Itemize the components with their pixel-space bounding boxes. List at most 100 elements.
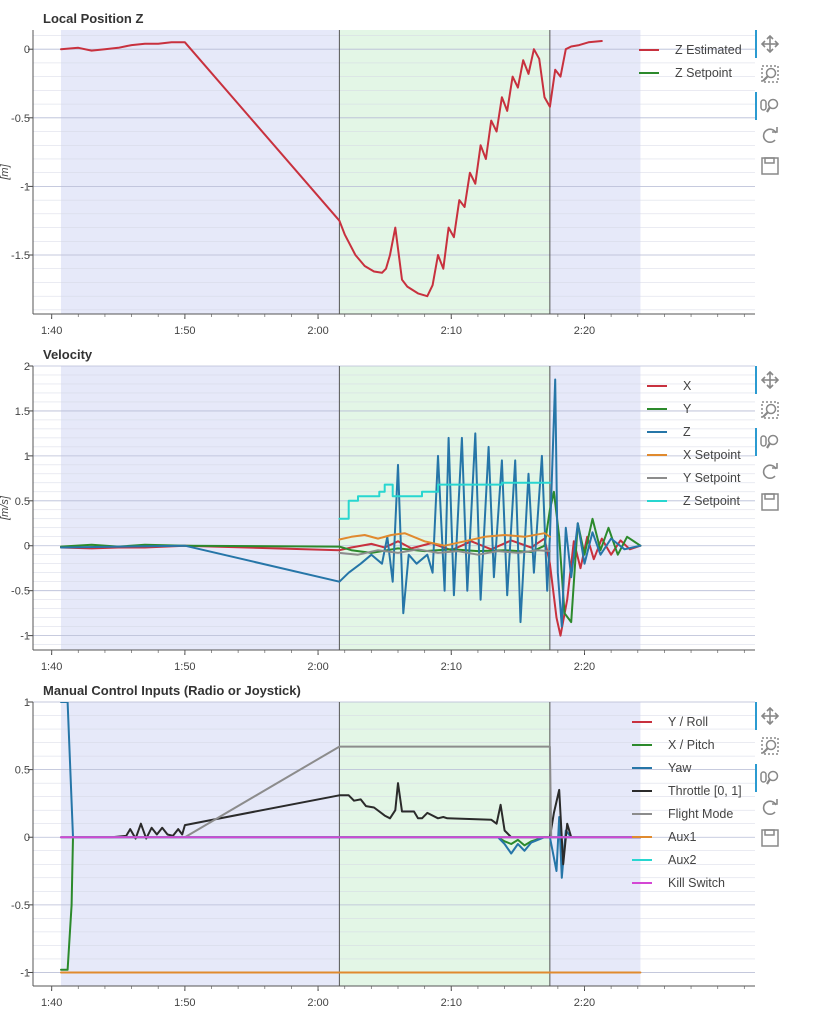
save-tool-button[interactable] — [761, 493, 779, 511]
wheel-zoom-icon-wheel — [760, 435, 767, 447]
reset-tool-button[interactable] — [762, 463, 778, 479]
series-group — [60, 702, 642, 974]
box-zoom-icon-box — [761, 737, 779, 755]
y-tick-label: -0.5 — [11, 586, 30, 598]
flight-mode-band — [60, 702, 340, 986]
legend: Y / Roll X / Pitch Yaw Throttle [0, 1] Fligh… — [632, 715, 742, 890]
legend-label: Z Setpoint — [683, 494, 741, 508]
wheel-zoom-tool-button[interactable] — [760, 434, 779, 449]
legend-item[interactable]: Aux2 — [632, 853, 697, 867]
legend-item[interactable]: Z — [647, 425, 691, 439]
legend-label: Y — [683, 402, 692, 416]
save-icon — [761, 829, 779, 847]
save-icon — [761, 157, 779, 175]
series-line-y — [60, 490, 642, 624]
reset-icon-arc — [762, 800, 777, 815]
pan-tool-button[interactable] — [760, 34, 780, 54]
legend-item[interactable]: X / Pitch — [632, 738, 715, 752]
legend-item[interactable]: Z Setpoint — [639, 66, 733, 80]
legend-item[interactable]: Yaw — [632, 761, 692, 775]
chart-panel-2: Velocity [m/s] 2 1.5 1 0.5 0 -0.5 -1 1:40 1:50 2:00… — [0, 347, 780, 673]
flight-mode-band — [339, 702, 550, 986]
wheel-zoom-tool-button[interactable] — [760, 98, 779, 113]
save-icon — [761, 493, 779, 511]
legend-item[interactable]: Y Setpoint — [647, 471, 741, 485]
wheel-zoom-icon-wheel — [760, 99, 767, 111]
box-zoom-tool-button[interactable] — [761, 737, 779, 755]
chart-title: Manual Control Inputs (Radio or Joystick… — [43, 683, 301, 698]
legend-item[interactable]: Flight Mode — [632, 807, 733, 821]
x-tick-label: 1:40 — [41, 997, 62, 1009]
flight-mode-band — [339, 366, 550, 650]
reset-tool-button[interactable] — [762, 799, 778, 815]
box-zoom-icon — [761, 401, 779, 419]
legend-item[interactable]: Kill Switch — [632, 876, 725, 890]
y-tick-label: 2 — [24, 361, 30, 373]
legend-item[interactable]: Throttle [0, 1] — [632, 784, 742, 798]
chart-panel-1: Local Position Z [m] 0 -0.5 -1 -1.5 1:40 1:50 2:… — [0, 11, 780, 337]
wheel-zoom-icon-lens — [767, 434, 779, 446]
reset-icon-arrow — [772, 127, 778, 133]
grid — [33, 365, 755, 645]
flight-mode-band — [549, 366, 641, 650]
legend-label: Aux2 — [668, 853, 697, 867]
legend-item[interactable]: X Setpoint — [647, 448, 741, 462]
legend-item[interactable]: Z Setpoint — [647, 494, 741, 508]
legend-item[interactable]: X — [647, 379, 692, 393]
pan-tool-button[interactable] — [760, 706, 780, 726]
x-tick-label: 1:40 — [41, 325, 62, 337]
pan-tool-button[interactable] — [760, 370, 780, 390]
flight-mode-band — [549, 30, 641, 314]
chart-toolbar — [755, 30, 780, 175]
series-line-z-estimated — [60, 40, 603, 298]
chart-title: Local Position Z — [43, 11, 143, 26]
legend-item[interactable]: Y / Roll — [632, 715, 708, 729]
x-tick-label: 2:10 — [441, 997, 462, 1009]
wheel-zoom-icon — [760, 434, 779, 449]
box-zoom-tool-button[interactable] — [761, 401, 779, 419]
legend-label: Aux1 — [668, 830, 697, 844]
reset-icon — [762, 799, 778, 815]
legend-label: Y Setpoint — [683, 471, 741, 485]
wheel-zoom-icon-lens — [767, 770, 779, 782]
legend-label: Throttle [0, 1] — [668, 784, 742, 798]
reset-icon-arrow — [772, 799, 778, 805]
series-group — [60, 40, 603, 298]
reset-icon-arrow — [772, 463, 778, 469]
reset-icon-arc — [762, 464, 777, 479]
y-tick-label: 1 — [24, 697, 30, 709]
wheel-zoom-icon-wheel — [760, 771, 767, 783]
chart-title: Velocity — [43, 347, 93, 362]
box-zoom-icon-lens — [765, 739, 777, 751]
save-tool-button[interactable] — [761, 829, 779, 847]
box-zoom-icon-box — [761, 401, 779, 419]
chart-toolbar — [755, 366, 780, 511]
y-tick-label: -1.5 — [11, 250, 30, 262]
legend-label: Z — [683, 425, 691, 439]
legend-item[interactable]: Z Estimated — [639, 43, 742, 57]
box-zoom-icon — [761, 65, 779, 83]
save-icon-slot — [764, 493, 775, 500]
save-tool-button[interactable] — [761, 157, 779, 175]
box-zoom-icon-box — [761, 65, 779, 83]
x-tick-label: 1:50 — [174, 661, 195, 673]
wheel-zoom-tool-button[interactable] — [760, 770, 779, 785]
y-axis-label: [m/s] — [0, 495, 11, 521]
box-zoom-tool-button[interactable] — [761, 65, 779, 83]
flight-mode-band — [549, 702, 641, 986]
legend-label: Z Estimated — [675, 43, 742, 57]
series-line-z — [60, 378, 642, 628]
wheel-zoom-icon-handle — [766, 778, 771, 785]
wheel-zoom-icon-handle — [766, 442, 771, 449]
y-tick-label: 0.5 — [15, 496, 30, 508]
flight-mode-band — [60, 30, 340, 314]
reset-tool-button[interactable] — [762, 127, 778, 143]
legend: Z Estimated Z Setpoint — [639, 43, 742, 80]
y-tick-label: 0.5 — [15, 765, 30, 777]
legend-item[interactable]: Aux1 — [632, 830, 697, 844]
legend-label: Z Setpoint — [675, 66, 733, 80]
wheel-zoom-icon — [760, 98, 779, 113]
legend-item[interactable]: Y — [647, 402, 692, 416]
x-tick-label: 2:10 — [441, 661, 462, 673]
